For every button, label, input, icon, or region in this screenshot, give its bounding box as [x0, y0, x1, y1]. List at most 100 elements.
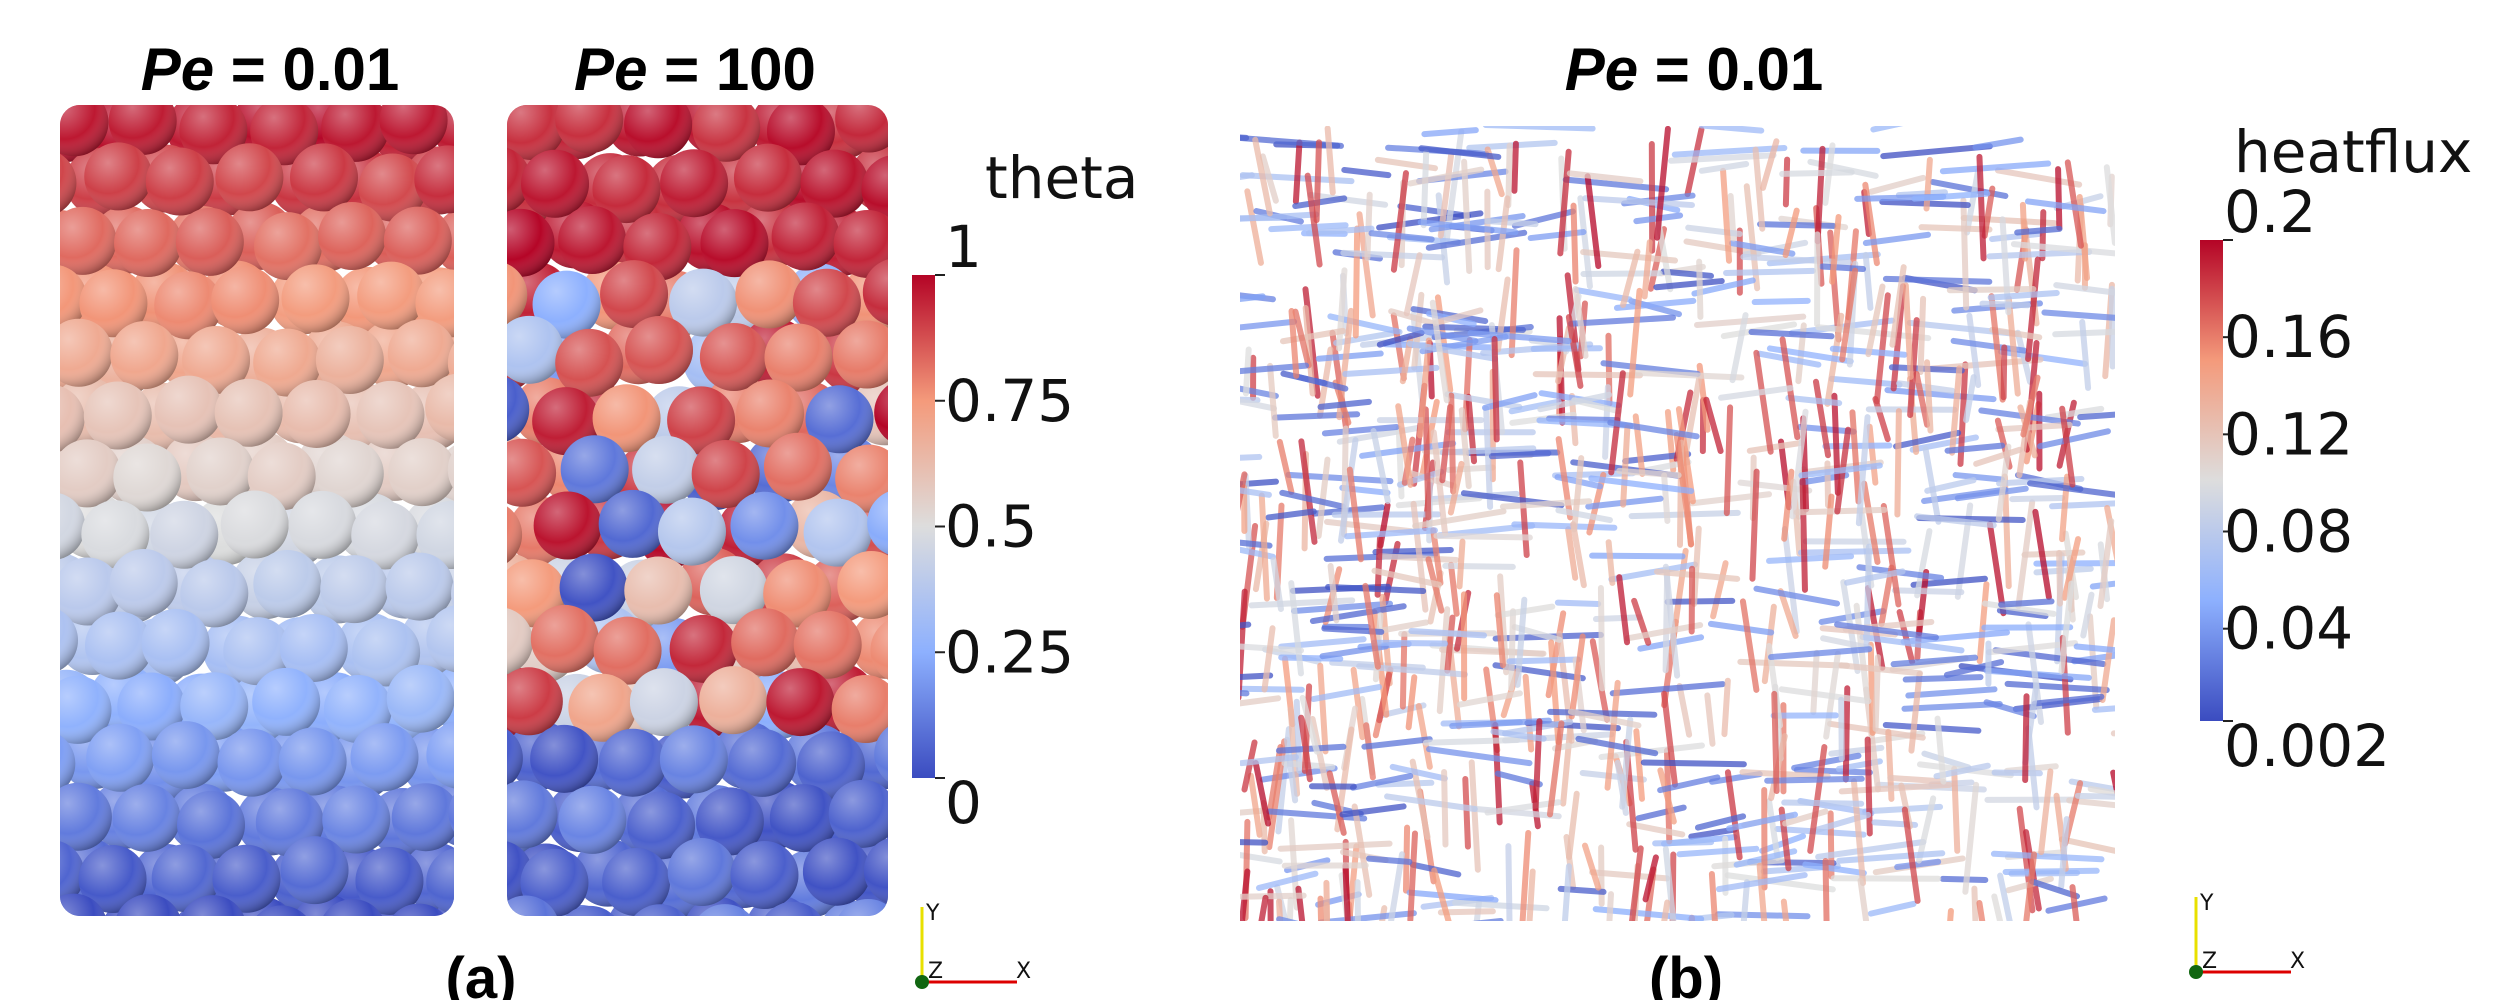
particle-shade — [913, 154, 981, 222]
bond — [1826, 861, 1827, 944]
colorbar-tick-label: 0 — [945, 769, 982, 837]
panel-title: Pe = 0.01 — [141, 36, 400, 103]
axis-label: Z — [2202, 949, 2217, 974]
bond — [2012, 498, 2062, 499]
particle-shade — [221, 490, 289, 558]
bond — [1247, 191, 1261, 263]
bond — [1980, 584, 1987, 661]
bond — [1786, 160, 1787, 205]
bond — [1364, 739, 1429, 746]
bond — [1227, 482, 1276, 486]
bond — [1262, 496, 1267, 599]
bond — [1436, 536, 1529, 538]
bond — [1372, 233, 1432, 239]
colorbar — [2200, 240, 2223, 721]
particle — [884, 790, 952, 858]
particle-shade — [112, 784, 180, 852]
particle-shade — [253, 550, 321, 618]
particle — [0, 92, 48, 160]
particle-shade — [0, 324, 22, 392]
particle-shade — [0, 896, 21, 964]
bond — [2059, 553, 2060, 604]
particle-shade — [0, 439, 21, 507]
particle-shade — [766, 668, 834, 736]
bond — [1328, 128, 1333, 192]
bond — [1189, 134, 1246, 138]
bond — [1320, 666, 1325, 752]
bond — [1342, 806, 1403, 814]
particle — [0, 496, 56, 564]
bond — [1356, 229, 1357, 336]
bond — [1514, 144, 1515, 191]
particle-shade — [0, 547, 50, 615]
bond — [1209, 675, 1270, 678]
colorbar-tick-label: 0.2 — [2224, 178, 2316, 246]
bond — [1486, 125, 1593, 129]
bond — [1975, 140, 2020, 148]
particle-shade — [490, 780, 558, 848]
bond — [1750, 443, 1801, 451]
particle-shade — [495, 316, 563, 384]
particle-shade — [247, 905, 315, 973]
bond — [1492, 453, 1548, 456]
particle-shade — [215, 379, 283, 447]
bond — [1465, 779, 1468, 847]
title-rest: = 0.01 — [1638, 36, 1823, 103]
bond — [2040, 431, 2108, 446]
bond — [1774, 694, 1776, 791]
colorbar-label: theta — [985, 144, 1138, 212]
particle — [0, 784, 30, 852]
particle-shade — [445, 494, 513, 562]
bond — [1782, 689, 1869, 701]
colorbar-tick-label: 0.5 — [945, 493, 1037, 561]
bond — [2000, 876, 2012, 932]
bond — [1861, 881, 1871, 956]
bond — [1425, 327, 1523, 330]
bond — [1550, 712, 1654, 715]
bond — [1410, 834, 1415, 920]
bond — [1782, 172, 1852, 174]
particle-shade — [530, 725, 598, 793]
bond — [1906, 677, 1981, 679]
particle-shade — [0, 385, 61, 453]
particle-shade — [283, 380, 351, 448]
particle-shade — [0, 201, 44, 269]
colorbar-tick-label: 0.12 — [2224, 400, 2353, 468]
particle-shade — [356, 381, 424, 449]
bond — [1834, 878, 1939, 879]
bond — [1680, 686, 1690, 735]
particle-shade — [426, 848, 494, 916]
particle-shade — [940, 846, 1008, 914]
bond — [1927, 362, 1930, 430]
bond — [1979, 157, 1983, 258]
bond — [1634, 373, 1741, 378]
axis-label: X — [2290, 949, 2305, 974]
particle — [0, 268, 62, 336]
particle-shade — [772, 203, 840, 271]
bond — [1797, 770, 1870, 773]
particle-shade — [832, 675, 900, 743]
colorbar-tick-label: 0.08 — [2224, 498, 2353, 566]
particle-shade — [146, 148, 214, 216]
colorbar-label: heatflux — [2234, 118, 2472, 186]
bond — [2062, 839, 2116, 851]
bond — [1726, 271, 1813, 273]
particle-shade — [759, 902, 827, 970]
particle — [940, 846, 1008, 914]
particle-shade — [0, 92, 48, 160]
bond — [1281, 844, 1390, 849]
particle-shade — [660, 149, 728, 217]
bond — [1203, 381, 1275, 396]
axis-label: Y — [925, 901, 940, 926]
title-symbol: Pe — [574, 36, 647, 103]
bond — [1583, 773, 1644, 780]
particle-shade — [84, 382, 152, 450]
bond — [1769, 556, 1851, 561]
bond — [1724, 681, 1727, 734]
particle — [0, 319, 52, 387]
particle-shade — [0, 674, 23, 742]
bond — [1562, 866, 1569, 965]
particle-shade — [658, 498, 726, 566]
particle-shade — [215, 143, 283, 211]
bond — [1990, 524, 2003, 613]
